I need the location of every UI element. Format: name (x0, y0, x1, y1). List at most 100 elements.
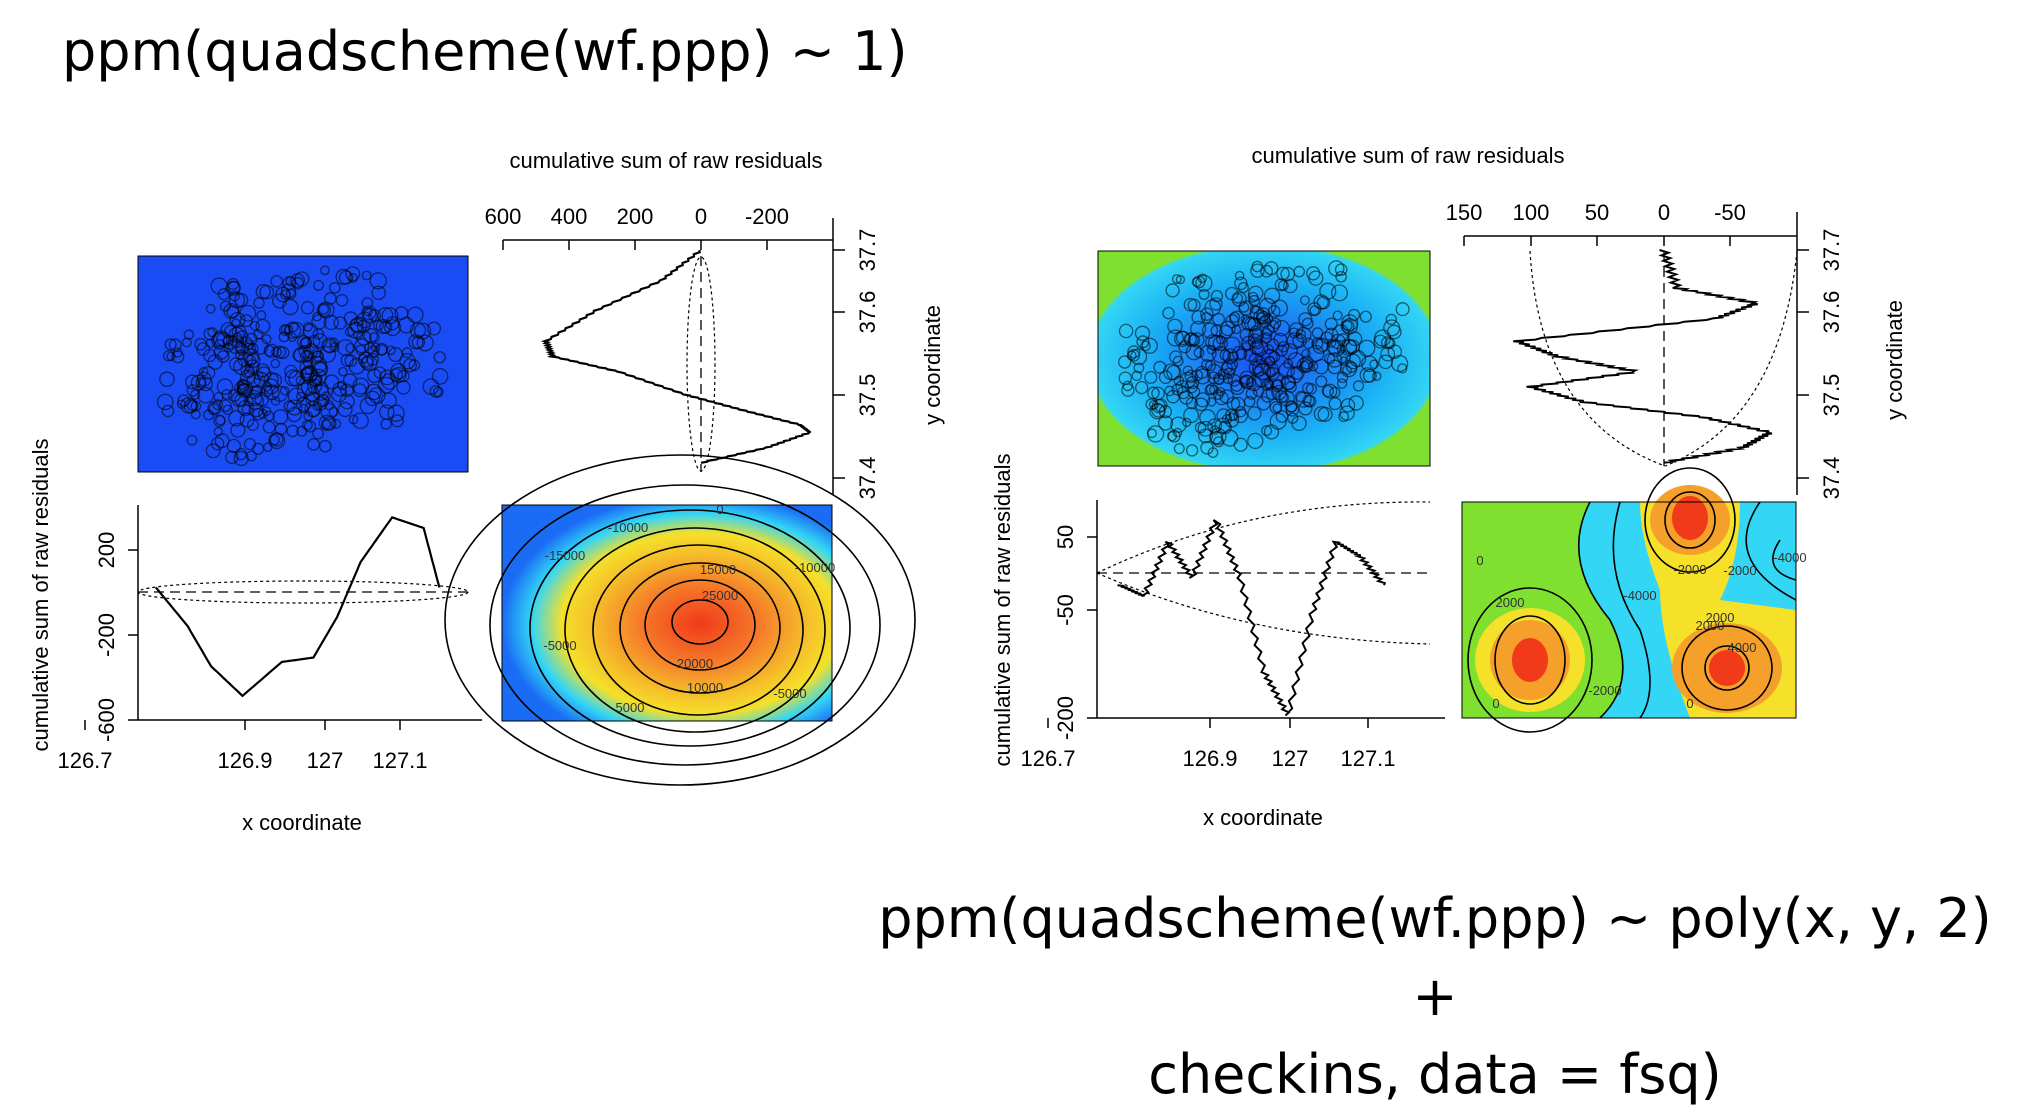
right-title-line1: ppm(quadscheme(wf.ppp) ~ poly(x, y, 2) + (878, 887, 1992, 1028)
data-point (270, 396, 281, 406)
data-point (252, 442, 265, 455)
data-point (234, 292, 249, 308)
data-point (216, 378, 234, 395)
data-point (1162, 363, 1181, 381)
data-point (1390, 354, 1409, 373)
data-point (312, 384, 330, 401)
data-point (239, 304, 257, 322)
data-point (1172, 355, 1184, 367)
data-point (369, 272, 387, 290)
right-top-ticks: 150 100 50 0 -50 (1446, 200, 1746, 246)
data-point (239, 314, 253, 328)
data-point (1118, 323, 1134, 339)
data-point (1191, 310, 1206, 325)
right-contour-labels: 2000-2000-4000-2000-2000-400020002000400… (1476, 550, 1806, 711)
data-point (339, 393, 355, 410)
right-xlabel: x coordinate (1203, 805, 1323, 830)
data-point (205, 443, 221, 459)
data-point (1231, 345, 1247, 361)
data-point (190, 409, 201, 420)
contour-label: 2000 (1706, 610, 1735, 625)
data-point (361, 270, 372, 281)
data-point (302, 357, 314, 368)
data-point (255, 283, 271, 300)
data-point (272, 345, 287, 359)
data-point (369, 332, 380, 343)
tick-label: 50 (1585, 200, 1609, 225)
data-point (1313, 405, 1330, 422)
data-point (1185, 444, 1199, 457)
data-point (1301, 348, 1311, 359)
data-point (1153, 398, 1168, 413)
data-point (368, 309, 381, 322)
data-point (1369, 359, 1379, 370)
data-point (337, 339, 355, 357)
data-point (184, 374, 200, 390)
data-point (237, 383, 252, 398)
data-point (212, 399, 224, 411)
data-point (1339, 405, 1355, 421)
data-point (298, 344, 312, 358)
data-point (1158, 415, 1174, 431)
data-point (312, 401, 323, 411)
data-point (328, 406, 339, 417)
data-point (390, 366, 407, 383)
data-point (1122, 380, 1133, 392)
data-point (1328, 397, 1342, 411)
data-point (228, 357, 243, 372)
data-point (337, 380, 347, 391)
data-point (1241, 316, 1257, 332)
data-point (261, 334, 272, 345)
data-point (1166, 329, 1184, 347)
data-point (1197, 420, 1214, 437)
data-point (328, 281, 341, 294)
data-point (1126, 350, 1137, 361)
data-point (296, 391, 306, 402)
data-point (313, 396, 328, 411)
data-point (231, 390, 248, 408)
left-panel: cumulative sum of raw residuals 600 400 20… (28, 148, 945, 835)
data-point (357, 351, 374, 368)
data-point (1263, 287, 1281, 304)
data-point (312, 427, 324, 440)
data-point (312, 311, 322, 322)
data-point (390, 414, 404, 428)
data-point (1191, 369, 1204, 382)
data-point (296, 425, 308, 437)
data-point (1176, 385, 1191, 400)
data-point (1380, 336, 1395, 350)
data-point (348, 414, 359, 425)
data-point (1371, 371, 1382, 381)
data-point (1175, 330, 1191, 346)
data-point (263, 372, 279, 388)
data-point (397, 316, 415, 334)
tick-label: 200 (617, 204, 654, 229)
left-contour-lines (444, 454, 916, 786)
data-point (1249, 325, 1263, 339)
data-point (1347, 308, 1361, 322)
data-point (1268, 351, 1281, 363)
data-point (370, 342, 381, 353)
data-point (1252, 365, 1264, 378)
data-point (332, 381, 348, 397)
data-point (1195, 274, 1213, 292)
data-point (215, 414, 226, 426)
data-point (1299, 295, 1310, 306)
data-point (1352, 380, 1365, 392)
data-point (1263, 424, 1280, 440)
data-point (1233, 437, 1248, 452)
data-point (302, 419, 313, 431)
data-point (347, 321, 364, 339)
data-point (381, 373, 398, 390)
tick-label: 37.4 (855, 457, 880, 500)
left-y-ticks: 37.4 37.5 37.6 37.7 (833, 229, 880, 500)
data-point (1141, 337, 1158, 354)
tick-label: 127.1 (1340, 746, 1395, 771)
right-bottom-x-ticks: 126.7 126.9 127 127.1 (1020, 718, 1396, 771)
data-point (1217, 368, 1230, 381)
tick-label: -200 (745, 204, 789, 229)
contour-label: 0 (1476, 553, 1483, 568)
data-point (1321, 385, 1334, 398)
data-point (354, 338, 370, 354)
tick-label: 127 (307, 748, 344, 773)
